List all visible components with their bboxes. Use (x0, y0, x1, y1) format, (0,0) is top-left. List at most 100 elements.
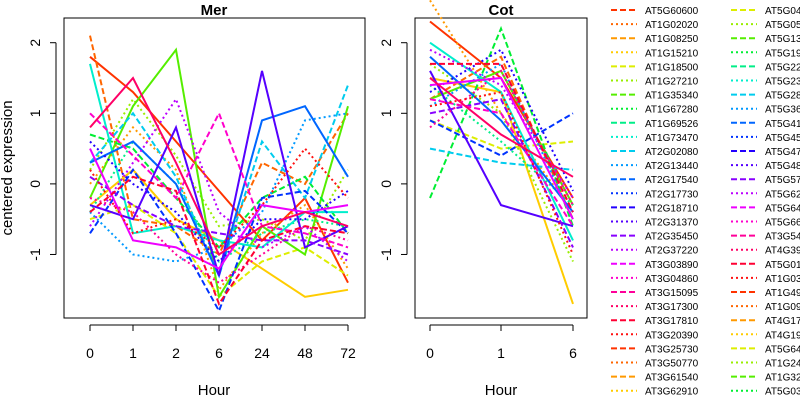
legend-label: AT3G61540 (645, 373, 699, 384)
legend-label: AT5G0481 (765, 6, 800, 17)
y-tick-label: 1 (27, 109, 43, 117)
series-line-cot-18 (429, 48, 574, 199)
legend-label: AT1G35340 (645, 91, 699, 102)
panel-cot: Cot Hour 0 1 6 -1 0 1 2 (378, 0, 588, 399)
y-tick-label: -1 (27, 248, 43, 261)
series-line-mer-17 (89, 175, 349, 256)
series-line-cot-13 (429, 56, 574, 213)
legend-label: AT5G5793 (765, 175, 800, 186)
legend-label: AT2G35450 (645, 232, 699, 243)
legend-label: AT5G0159 (765, 260, 800, 271)
series-line-mer-14 (89, 168, 349, 314)
y-tick-label: 2 (27, 39, 43, 47)
series-line-cot-3 (429, 0, 574, 213)
legend: AT5G60600 AT1G02020 AT1G08250 AT1G15210 AT1G… (611, 6, 800, 398)
x-tick-label: 6 (569, 345, 577, 361)
legend-label: AT1G0316 (765, 274, 800, 285)
legend-label: AT5G2830 (765, 91, 800, 102)
series-line-mer-8 (89, 133, 349, 249)
legend-label: AT5G4196 (765, 119, 800, 130)
legend-label: AT2G13440 (645, 161, 699, 172)
legend-label: AT2G02080 (645, 147, 699, 158)
x-tick-label: 1 (129, 345, 137, 361)
legend-label: AT5G2353 (765, 77, 800, 88)
legend-label: AT5G2234 (765, 62, 800, 73)
series-line-mer-16 (89, 70, 349, 276)
legend-label: AT1G2449 (765, 359, 800, 370)
series-lines-cot (429, 0, 574, 305)
series-line-cot-2 (429, 55, 574, 220)
legend-label: AT1G27210 (645, 77, 699, 88)
series-line-cot-20 (429, 98, 574, 227)
series-line-mer-15 (89, 140, 349, 263)
legend-label: AT3G15095 (645, 288, 699, 299)
legend-label: AT2G18710 (645, 203, 699, 214)
legend-label: AT1G18500 (645, 62, 699, 73)
legend-label: AT5G1915 (765, 48, 800, 59)
series-line-mer-7 (89, 47, 349, 300)
series-line-cot-19 (429, 76, 574, 220)
series-line-mer-20 (89, 110, 349, 249)
x-axis-label-cot: Hour (485, 382, 518, 399)
legend-label: AT2G37220 (645, 246, 699, 257)
axes-mer: 0 1 2 6 24 48 72 -1 0 1 2 (27, 39, 356, 361)
legend-label: AT1G08250 (645, 34, 699, 45)
legend-label: AT1G0913 (765, 302, 800, 313)
series-line-cot-5 (429, 119, 574, 150)
x-tick-label: 2 (172, 345, 180, 361)
legend-label: AT3G03890 (645, 260, 699, 271)
legend-label: AT3G25730 (645, 344, 699, 355)
legend-label: AT3G17810 (645, 316, 699, 327)
y-tick-label: 0 (378, 180, 394, 188)
series-line-mer-12 (89, 112, 349, 263)
legend-label: AT5G60600 (645, 6, 699, 17)
legend-label: AT1G3206 (765, 373, 800, 384)
series-line-mer-2 (89, 35, 349, 256)
series-line-mer-9 (89, 139, 349, 263)
y-tick-label: -1 (378, 248, 394, 261)
legend-label: AT5G0388 (765, 387, 800, 398)
legend-label: AT1G4997 (765, 288, 800, 299)
legend-label: AT1G02020 (645, 20, 699, 31)
legend-label: AT5G4789 (765, 147, 800, 158)
x-tick-label: 1 (497, 345, 505, 361)
legend-label: AT4G1704 (765, 316, 800, 327)
series-line-cot-17 (429, 98, 574, 248)
chart-title-mer: Mer (201, 2, 228, 19)
legend-label: AT1G15210 (645, 48, 699, 59)
series-line-mer-21 (89, 197, 349, 284)
x-tick-label: 24 (254, 345, 270, 361)
legend-label: AT3G04860 (645, 274, 699, 285)
series-line-mer-24 (89, 147, 349, 249)
series-line-mer-23 (89, 175, 349, 307)
series-line-cot-16 (429, 70, 574, 228)
series-line-cot-10 (429, 41, 574, 241)
x-tick-label: 0 (86, 345, 94, 361)
x-tick-label: 6 (215, 345, 223, 361)
x-axis-label-mer: Hour (198, 382, 231, 399)
series-line-mer-6 (89, 97, 349, 242)
x-tick-label: 72 (340, 345, 356, 361)
series-line-cot-9 (429, 84, 574, 206)
legend-label: AT5G0548 (765, 20, 800, 31)
panel-mer: Mer Hour centered expression 0 1 2 6 24 48 72 -… (0, 2, 366, 399)
series-line-cot-24 (429, 90, 574, 255)
legend-label: AT1G67280 (645, 105, 699, 116)
legend-label: AT5G4504 (765, 133, 800, 144)
legend-label: AT2G17730 (645, 189, 699, 200)
series-line-cot-12 (429, 62, 574, 220)
legend-label: AT5G3688 (765, 105, 800, 116)
axes-cot: 0 1 6 -1 0 1 2 (378, 39, 577, 361)
series-line-cot-23 (430, 62, 574, 213)
y-axis-label: centered expression (0, 100, 16, 235)
legend-label: AT5G6486 (765, 203, 800, 214)
legend-label: AT1G69526 (645, 119, 699, 130)
series-line-mer-18 (89, 97, 349, 263)
y-tick-label: 0 (27, 180, 43, 188)
legend-label: AT4G3995 (765, 246, 800, 257)
series-line-mer-11 (89, 84, 349, 279)
legend-label: AT2G31370 (645, 218, 699, 229)
legend-label: AT3G62910 (645, 387, 699, 398)
series-lines-mer (89, 35, 349, 314)
